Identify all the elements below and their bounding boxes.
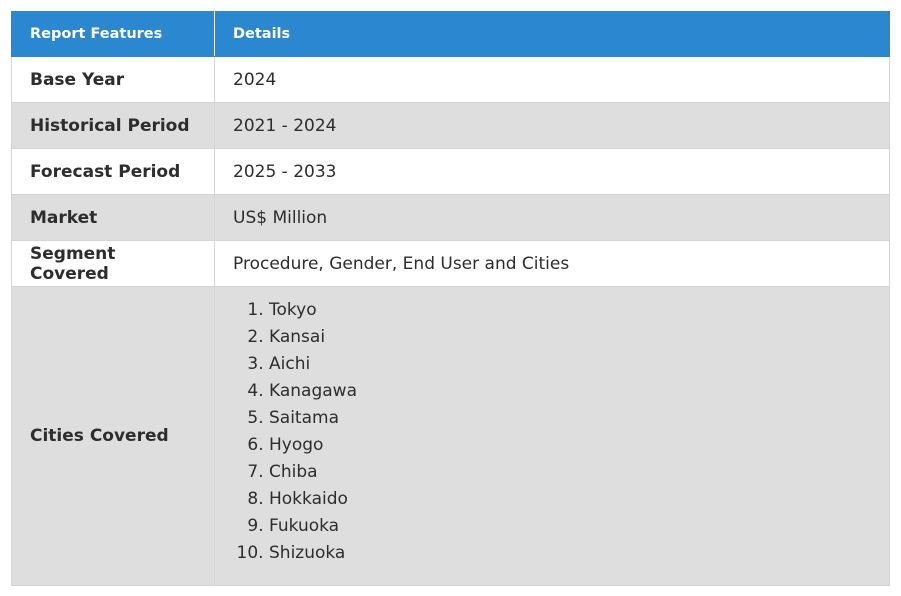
report-features-table: Report Features Details Base Year 2024 H…: [11, 11, 890, 586]
detail-cell: 2021 - 2024: [214, 102, 890, 149]
feature-cell: Forecast Period: [11, 148, 215, 195]
city-item: Kansai: [269, 324, 871, 351]
city-item: Kanagawa: [269, 378, 871, 405]
header-row: Report Features Details: [11, 11, 890, 57]
header-details: Details: [214, 11, 890, 57]
city-item: Chiba: [269, 459, 871, 486]
feature-cell: Historical Period: [11, 102, 215, 149]
table-row-market: Market US$ Million: [11, 194, 890, 241]
city-item: Shizuoka: [269, 540, 871, 567]
cities-list-cell: Tokyo Kansai Aichi Kanagawa Saitama Hyog…: [214, 286, 890, 586]
detail-cell: 2025 - 2033: [214, 148, 890, 195]
city-item: Hyogo: [269, 432, 871, 459]
table-body: Base Year 2024 Historical Period 2021 - …: [11, 56, 890, 586]
detail-cell: US$ Million: [214, 194, 890, 241]
city-item: Hokkaido: [269, 486, 871, 513]
city-item: Saitama: [269, 405, 871, 432]
table-row-base-year: Base Year 2024: [11, 56, 890, 103]
table-row-forecast-period: Forecast Period 2025 - 2033: [11, 148, 890, 195]
table-row-cities-covered: Cities Covered Tokyo Kansai Aichi Kanaga…: [11, 286, 890, 586]
detail-cell: Procedure, Gender, End User and Cities: [214, 240, 890, 287]
detail-cell: 2024: [214, 56, 890, 103]
table-row-segment-covered: Segment Covered Procedure, Gender, End U…: [11, 240, 890, 287]
city-item: Tokyo: [269, 297, 871, 324]
feature-cell: Cities Covered: [11, 286, 215, 586]
city-item: Aichi: [269, 351, 871, 378]
table-header: Report Features Details: [11, 11, 890, 57]
report-features-table-container: Report Features Details Base Year 2024 H…: [11, 11, 890, 586]
feature-cell: Market: [11, 194, 215, 241]
feature-cell: Segment Covered: [11, 240, 215, 287]
feature-cell: Base Year: [11, 56, 215, 103]
cities-list: Tokyo Kansai Aichi Kanagawa Saitama Hyog…: [233, 297, 871, 567]
table-row-historical-period: Historical Period 2021 - 2024: [11, 102, 890, 149]
header-report-features: Report Features: [11, 11, 215, 57]
city-item: Fukuoka: [269, 513, 871, 540]
